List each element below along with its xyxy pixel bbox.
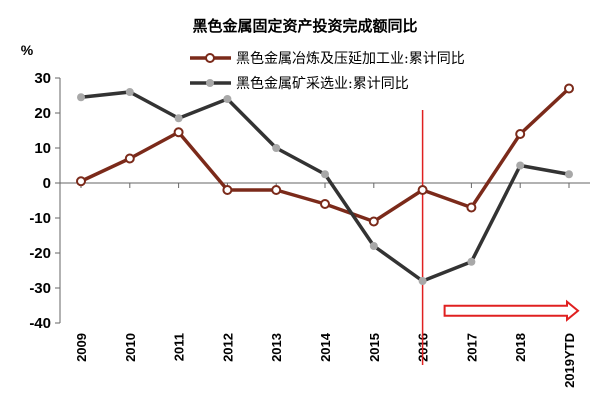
annotations — [421, 110, 580, 365]
data-point — [320, 199, 330, 209]
data-point — [467, 257, 476, 266]
y-tick-label: -30 — [29, 280, 51, 297]
x-tick-label: 2015 — [367, 333, 382, 362]
y-tick-label: -10 — [29, 210, 51, 227]
data-point — [173, 127, 184, 138]
data-point — [321, 170, 329, 179]
data-point — [516, 161, 525, 170]
legend-marker — [205, 53, 215, 63]
data-point — [272, 144, 281, 152]
legend-entry-1: 黑色金属冶炼及压延加工业:累计同比 — [190, 50, 465, 67]
data-point — [125, 88, 134, 96]
x-tick-label: 2010 — [123, 333, 138, 362]
data-point — [565, 170, 573, 179]
data-point — [223, 95, 232, 103]
data-point — [369, 242, 378, 250]
x-tick-label: 2011 — [172, 333, 187, 361]
y-tick-label: -40 — [29, 315, 51, 332]
y-tick-label: -20 — [29, 245, 51, 262]
y-tick-label: 10 — [34, 140, 51, 157]
trend-arrow — [443, 299, 580, 322]
y-tick-label: 20 — [34, 105, 51, 122]
data-point — [466, 202, 477, 213]
series-1 — [76, 83, 574, 227]
x-tick-label: 2012 — [220, 333, 235, 362]
legend-label: 黑色金属矿采选业:累计同比 — [236, 75, 409, 92]
data-point — [77, 93, 85, 102]
y-axis-unit: % — [21, 42, 34, 58]
x-tick-label: 2014 — [318, 332, 333, 362]
data-point — [368, 216, 379, 227]
x-tick-label: 2019YTD — [562, 333, 577, 388]
chart-title: 黑色金属固定资产投资完成额同比 — [192, 17, 417, 35]
data-point — [124, 153, 135, 164]
legend-entry-2: 黑色金属矿采选业:累计同比 — [190, 75, 409, 92]
y-tick-label: 30 — [34, 70, 51, 87]
data-point — [515, 129, 526, 139]
x-tick-label: 2013 — [269, 333, 284, 362]
data-point — [222, 185, 233, 195]
series-layer — [76, 83, 574, 285]
data-point — [417, 185, 428, 195]
data-point — [76, 176, 86, 187]
data-point — [564, 83, 574, 94]
x-tick-label: 2018 — [513, 333, 528, 362]
x-tick-label: 2017 — [464, 333, 479, 362]
x-tick-label: 2009 — [74, 333, 89, 362]
legend-marker — [206, 79, 214, 87]
data-point — [418, 277, 427, 285]
legend-label: 黑色金属冶炼及压延加工业:累计同比 — [236, 50, 465, 67]
series-2 — [77, 88, 573, 285]
data-point — [174, 114, 183, 123]
y-tick-label: 0 — [43, 175, 51, 192]
data-point — [271, 185, 282, 195]
